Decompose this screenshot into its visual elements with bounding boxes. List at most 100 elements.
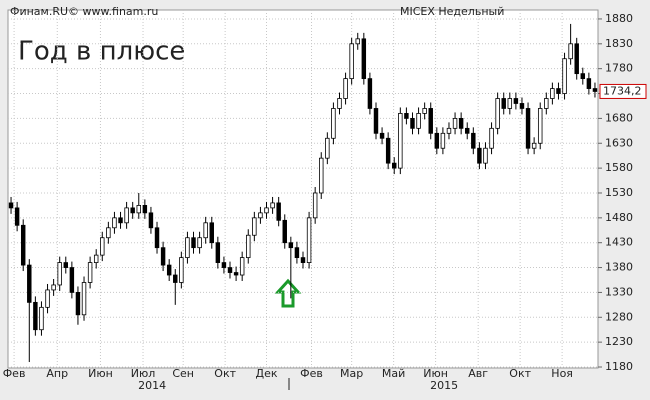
y-tick-label: 1580: [605, 161, 633, 174]
candle-body: [495, 98, 500, 129]
candle-body: [252, 217, 257, 236]
candle-body: [197, 237, 202, 249]
x-tick-label: Авг: [468, 367, 488, 380]
candle-body: [203, 222, 208, 239]
candle-body: [574, 43, 579, 75]
candle-body: [513, 98, 519, 104]
candle-body: [33, 301, 38, 331]
candle-body: [416, 113, 421, 129]
y-tick-label: 1680: [605, 111, 633, 124]
candle-body: [385, 137, 391, 164]
candle-body: [531, 142, 537, 149]
candle-body: [507, 98, 513, 109]
plot-area: [7, 9, 599, 369]
y-tick-label: 1330: [605, 285, 633, 298]
candle-body: [93, 254, 99, 263]
candle-body: [325, 137, 330, 159]
candle-body: [130, 207, 135, 214]
candle-body: [75, 292, 81, 316]
candle-body: [8, 202, 14, 209]
candle-body: [404, 113, 409, 119]
candle-body: [410, 117, 415, 129]
y-tick-label: 1480: [605, 211, 633, 224]
candle-body: [331, 108, 336, 139]
x-tick-label: Фев: [3, 367, 26, 380]
candle-body: [276, 202, 281, 221]
candle-body: [118, 217, 123, 224]
y-tick-label: 1230: [605, 335, 633, 348]
candle-body: [185, 237, 190, 259]
x-tick-label: Апр: [46, 367, 68, 380]
last-price-label: 1734,2: [603, 84, 642, 97]
candle-body: [525, 108, 531, 149]
candle-body: [39, 306, 44, 331]
candle-body: [519, 103, 525, 109]
candle-body: [215, 242, 221, 263]
candle-body: [367, 78, 373, 109]
candle-body: [282, 219, 287, 244]
candle-body: [355, 38, 360, 45]
x-tick-label: Ноя: [551, 367, 573, 380]
candle-body: [106, 227, 111, 239]
candle-body: [489, 127, 494, 149]
candle-body: [45, 289, 50, 308]
candle-body: [191, 237, 196, 249]
last-price-box: [599, 83, 647, 99]
candle-body: [580, 73, 586, 80]
candle-body: [373, 108, 379, 134]
candle-body: [392, 162, 397, 169]
candle-body: [87, 262, 93, 283]
x-tick-label: Окт: [509, 367, 531, 380]
x-tick-label: Мар: [340, 367, 363, 380]
candle-body: [422, 108, 427, 114]
y-tick-label: 1180: [605, 360, 633, 373]
candle-body: [592, 88, 598, 92]
candle-body: [246, 234, 251, 259]
y-tick-label: 1780: [605, 62, 633, 75]
x-tick-label: Дек: [255, 367, 277, 380]
candle-body: [537, 108, 543, 144]
candle-body: [379, 132, 385, 139]
candle-body: [154, 227, 160, 249]
candle-body: [173, 274, 178, 283]
source: Финам.RU© www.finam.ru: [10, 5, 158, 18]
candle-body: [270, 202, 275, 209]
candle-body: [63, 262, 69, 268]
candle-body: [112, 217, 117, 229]
candle-body: [398, 113, 403, 169]
y-tick-label: 1830: [605, 37, 633, 50]
candle-body: [142, 205, 148, 214]
candle-body: [27, 264, 32, 303]
candle-body: [458, 117, 464, 129]
chart-title: MICEX Недельный: [400, 5, 504, 18]
candle-body: [550, 88, 555, 99]
candle-body: [568, 43, 573, 60]
candle-body: [428, 108, 433, 134]
candle-body: [239, 257, 245, 276]
candle-body: [562, 58, 567, 94]
candle-body: [258, 212, 263, 219]
x-tick-label: Июл: [131, 367, 156, 380]
x-tick-label: Фев: [300, 367, 323, 380]
x-tick-label: Сен: [172, 367, 194, 380]
candle-body: [288, 242, 294, 249]
candle-body: [100, 237, 105, 256]
candle-body: [20, 224, 26, 266]
y-tick-label: 1280: [605, 310, 633, 323]
x-tick-label: Окт: [214, 367, 236, 380]
candle-body: [483, 147, 488, 164]
y-tick-label: 1380: [605, 261, 633, 274]
candle-body: [586, 78, 592, 89]
candle-body: [294, 247, 300, 259]
x-tick-label: Июн: [88, 367, 113, 380]
candle-body: [136, 205, 141, 214]
x-tick-label: Май: [382, 367, 405, 380]
candle-body: [264, 207, 269, 214]
candle-body: [51, 284, 56, 291]
candle-body: [337, 98, 342, 109]
candle-body: [124, 207, 129, 224]
candle-body: [544, 98, 549, 109]
candle-body: [501, 98, 506, 109]
candle-body: [477, 147, 482, 164]
